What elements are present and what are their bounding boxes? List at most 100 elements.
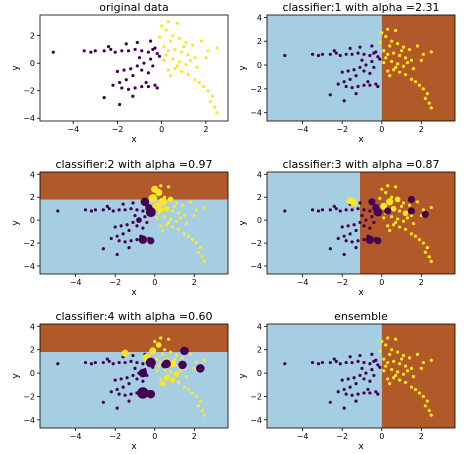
point-class-1 <box>413 80 418 84</box>
point-class-1 <box>157 364 161 368</box>
point-class-0 <box>368 83 372 87</box>
point-class-0 <box>328 360 332 365</box>
y-tick-label: 0 <box>30 59 35 68</box>
point-class-0 <box>340 70 344 74</box>
point-class-0 <box>145 220 149 225</box>
point-class-0 <box>374 82 378 86</box>
y-tick-label: 2 <box>30 193 35 202</box>
weighted-point-class-1 <box>155 342 162 348</box>
point-class-0 <box>348 77 352 81</box>
y-tick-label: 4 <box>30 322 35 331</box>
point-class-1 <box>171 57 175 61</box>
point-class-0 <box>107 359 111 363</box>
point-class-1 <box>382 61 386 65</box>
axes-frame <box>39 171 229 275</box>
point-class-0 <box>342 387 346 392</box>
point-class-0 <box>358 353 362 358</box>
point-class-1 <box>423 404 427 408</box>
point-class-1 <box>192 213 196 218</box>
point-class-1 <box>178 369 183 373</box>
point-class-1 <box>394 28 398 33</box>
point-class-0 <box>316 209 321 213</box>
point-class-0 <box>133 213 137 218</box>
panel-title: classifier:2 with alpha =0.97 <box>55 158 212 171</box>
y-tick-label: −2 <box>23 239 35 248</box>
point-class-1 <box>208 100 212 104</box>
point-class-0 <box>362 377 366 381</box>
weighted-point-class-1 <box>350 199 358 207</box>
point-class-1 <box>206 49 210 53</box>
point-class-0 <box>354 228 358 233</box>
point-class-0 <box>131 220 135 225</box>
point-class-0 <box>374 390 378 394</box>
point-class-1 <box>384 56 388 60</box>
point-class-1 <box>425 399 429 403</box>
weighted-point-class-0 <box>178 360 187 370</box>
weighted-point-class-0 <box>146 389 156 399</box>
x-tick-label: −4 <box>297 432 309 441</box>
weighted-point-class-0 <box>161 361 169 369</box>
y-tick-label: 0 <box>257 61 262 70</box>
point-class-0 <box>143 215 147 219</box>
point-class-0 <box>113 225 117 229</box>
point-class-1 <box>386 224 390 228</box>
point-class-1 <box>173 47 177 52</box>
point-class-0 <box>354 92 358 96</box>
panel-title: classifier:1 with alpha =2.31 <box>282 1 439 14</box>
point-class-0 <box>372 65 376 70</box>
weighted-point-class-1 <box>163 374 170 381</box>
y-axis-label: y <box>238 65 248 71</box>
point-class-0 <box>148 57 153 61</box>
x-tick-label: 2 <box>203 125 208 134</box>
point-class-0 <box>51 50 55 54</box>
point-class-1 <box>186 53 190 57</box>
point-class-0 <box>153 83 157 87</box>
point-class-0 <box>340 378 344 382</box>
point-class-0 <box>83 208 88 212</box>
point-class-0 <box>121 232 125 236</box>
weighted-point-class-0 <box>407 195 416 204</box>
point-class-1 <box>409 366 414 371</box>
point-class-0 <box>370 215 374 219</box>
point-class-0 <box>310 360 315 365</box>
point-class-1 <box>423 96 427 100</box>
point-class-0 <box>155 86 159 90</box>
axes-frame <box>266 323 456 429</box>
point-class-0 <box>151 64 155 68</box>
point-class-0 <box>123 393 127 397</box>
point-class-0 <box>113 378 117 382</box>
point-class-0 <box>125 376 129 380</box>
point-class-1 <box>166 49 170 53</box>
point-class-0 <box>123 360 127 365</box>
y-tick-label: −4 <box>250 109 262 118</box>
plot-area <box>40 15 228 121</box>
point-class-0 <box>105 204 109 208</box>
point-class-0 <box>119 224 123 228</box>
point-class-0 <box>93 49 97 53</box>
point-class-1 <box>386 27 390 31</box>
point-class-1 <box>380 31 384 35</box>
point-class-1 <box>390 59 394 64</box>
point-class-1 <box>394 185 398 189</box>
point-class-0 <box>360 58 364 62</box>
point-class-0 <box>121 385 125 389</box>
point-class-1 <box>202 358 206 362</box>
point-class-0 <box>340 225 344 229</box>
point-class-0 <box>344 392 348 396</box>
point-class-1 <box>401 64 406 68</box>
point-class-1 <box>417 238 421 242</box>
x-tick-label: 0 <box>379 432 384 441</box>
x-axis-label: x <box>358 442 364 452</box>
point-class-1 <box>172 204 177 208</box>
point-class-0 <box>135 64 139 68</box>
point-class-0 <box>352 223 356 227</box>
point-class-0 <box>107 207 111 211</box>
point-class-0 <box>368 391 372 395</box>
weighted-point-class-1 <box>159 380 166 387</box>
point-class-1 <box>401 353 406 358</box>
y-axis-label: y <box>11 65 21 71</box>
x-tick-label: 0 <box>379 278 384 287</box>
point-class-1 <box>380 187 384 191</box>
point-class-0 <box>364 63 368 67</box>
y-tick-label: 0 <box>257 369 262 378</box>
